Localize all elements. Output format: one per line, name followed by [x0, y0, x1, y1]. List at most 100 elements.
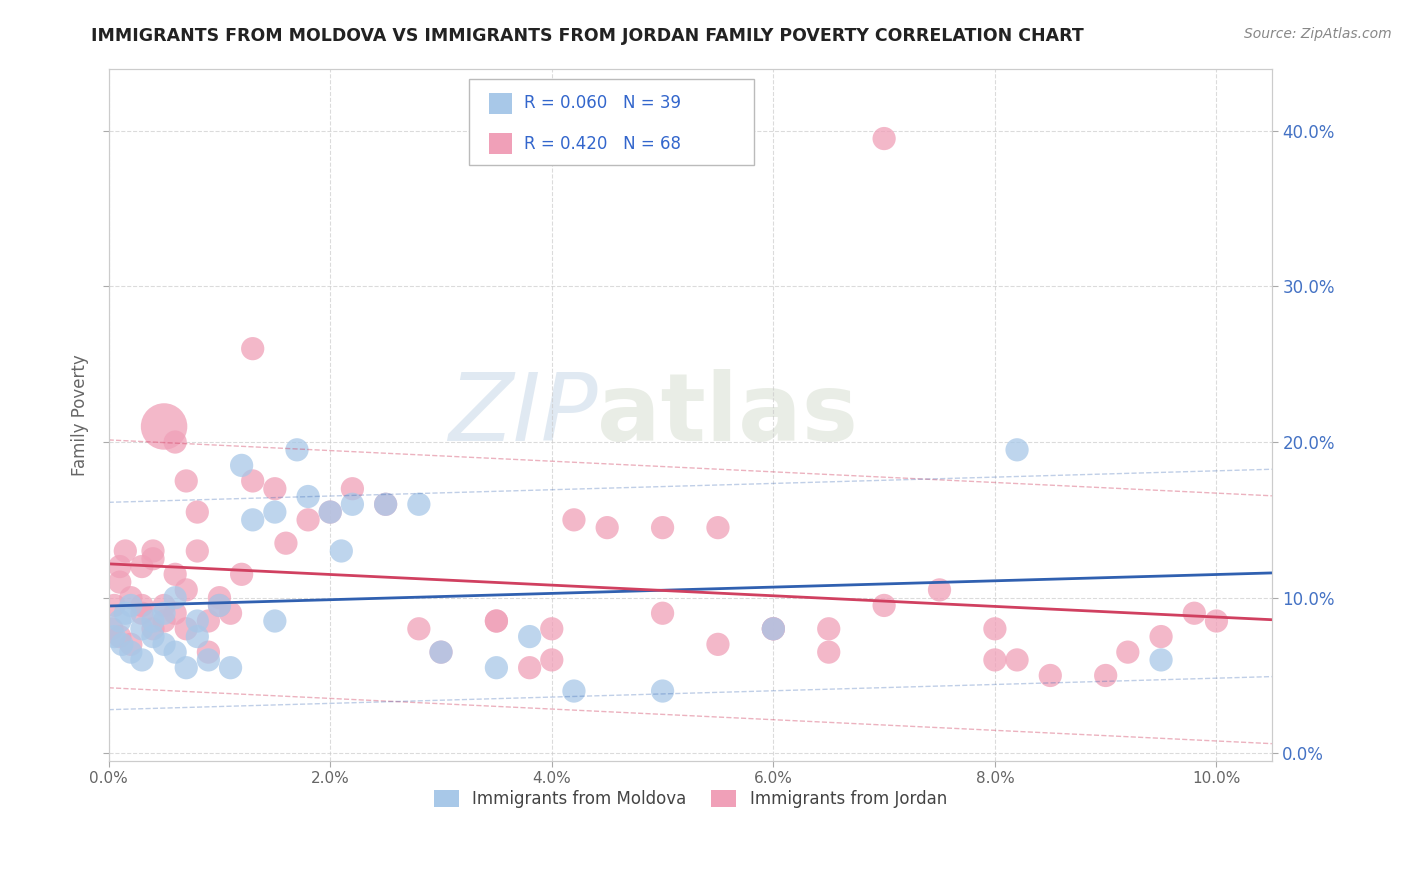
Text: R = 0.420   N = 68: R = 0.420 N = 68: [524, 135, 681, 153]
Point: [762, 622, 785, 636]
Point: [108, 630, 131, 644]
Text: atlas: atlas: [598, 368, 858, 461]
Point: [285, 442, 308, 457]
Point: [142, 551, 165, 566]
Point: [873, 599, 896, 613]
Point: [153, 637, 176, 651]
Point: [430, 645, 453, 659]
Point: [153, 606, 176, 620]
Point: [108, 575, 131, 590]
Point: [562, 513, 585, 527]
Point: [1150, 653, 1173, 667]
Point: [342, 497, 364, 511]
Point: [165, 606, 187, 620]
Point: [374, 497, 396, 511]
Point: [153, 599, 176, 613]
Point: [319, 505, 342, 519]
Point: [174, 582, 197, 597]
Point: [120, 637, 142, 651]
Point: [263, 505, 285, 519]
Point: [114, 606, 136, 620]
Point: [297, 513, 319, 527]
Point: [984, 622, 1007, 636]
Point: [231, 458, 253, 473]
Point: [707, 521, 730, 535]
Point: [108, 559, 131, 574]
Point: [131, 599, 153, 613]
Point: [651, 684, 673, 698]
Point: [1039, 668, 1062, 682]
Point: [197, 614, 219, 628]
Point: [111, 637, 134, 651]
Point: [1182, 606, 1205, 620]
Point: [120, 645, 142, 659]
Point: [208, 599, 231, 613]
Point: [984, 653, 1007, 667]
Point: [242, 513, 264, 527]
Point: [120, 591, 142, 605]
Point: [131, 559, 153, 574]
Point: [274, 536, 297, 550]
Text: ZIP: ZIP: [447, 369, 598, 460]
Point: [153, 614, 176, 628]
Point: [519, 661, 541, 675]
Point: [1005, 653, 1028, 667]
Point: [186, 544, 208, 558]
Point: [242, 342, 264, 356]
Point: [165, 567, 187, 582]
Point: [197, 645, 219, 659]
Point: [817, 645, 839, 659]
Point: [1205, 614, 1227, 628]
Point: [263, 614, 285, 628]
Point: [430, 645, 453, 659]
Point: [108, 614, 131, 628]
Point: [408, 497, 430, 511]
Text: IMMIGRANTS FROM MOLDOVA VS IMMIGRANTS FROM JORDAN FAMILY POVERTY CORRELATION CHA: IMMIGRANTS FROM MOLDOVA VS IMMIGRANTS FR…: [91, 27, 1084, 45]
Bar: [489, 94, 512, 114]
Point: [208, 599, 231, 613]
Point: [408, 622, 430, 636]
Point: [762, 622, 785, 636]
Point: [762, 622, 785, 636]
Point: [197, 653, 219, 667]
Point: [519, 630, 541, 644]
Point: [186, 614, 208, 628]
Y-axis label: Family Poverty: Family Poverty: [72, 354, 89, 475]
Point: [165, 435, 187, 450]
Point: [651, 606, 673, 620]
Point: [297, 490, 319, 504]
Point: [873, 131, 896, 145]
Point: [231, 567, 253, 582]
Point: [142, 614, 165, 628]
Point: [540, 653, 562, 667]
Text: Source: ZipAtlas.com: Source: ZipAtlas.com: [1244, 27, 1392, 41]
Point: [131, 606, 153, 620]
Point: [153, 419, 176, 434]
Point: [651, 521, 673, 535]
Point: [1005, 442, 1028, 457]
Point: [596, 521, 619, 535]
Point: [1116, 645, 1139, 659]
Point: [142, 544, 165, 558]
Legend: Immigrants from Moldova, Immigrants from Jordan: Immigrants from Moldova, Immigrants from…: [427, 783, 953, 815]
Point: [242, 474, 264, 488]
Point: [817, 622, 839, 636]
Point: [319, 505, 342, 519]
Point: [101, 622, 124, 636]
Point: [1150, 630, 1173, 644]
Point: [142, 622, 165, 636]
Point: [540, 622, 562, 636]
Point: [485, 614, 508, 628]
Point: [131, 622, 153, 636]
Point: [342, 482, 364, 496]
Point: [485, 661, 508, 675]
Point: [103, 630, 125, 644]
Point: [114, 544, 136, 558]
Point: [165, 591, 187, 605]
Point: [208, 591, 231, 605]
Point: [219, 606, 242, 620]
FancyBboxPatch shape: [470, 78, 754, 166]
Point: [174, 661, 197, 675]
Bar: [489, 133, 512, 153]
Point: [186, 505, 208, 519]
